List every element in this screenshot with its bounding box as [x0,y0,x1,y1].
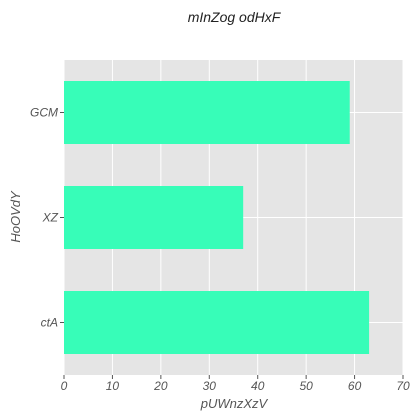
x-tick-label: 30 [203,379,217,393]
bar-gcm [64,81,350,144]
y-axis-ticks: GCM XZ ctA [30,106,64,330]
y-tick-label: GCM [30,106,58,120]
y-axis-label: HoOVdY [8,190,23,243]
x-tick-label: 10 [106,379,120,393]
bar-cta [64,291,370,354]
x-tick-label: 60 [348,379,362,393]
bar-xz [64,186,244,249]
y-tick-label: ctA [41,316,58,330]
x-axis-ticks: 0 10 20 30 40 50 60 70 [61,375,410,393]
x-tick-label: 20 [153,379,168,393]
x-axis-label: pUWnzXzV [200,396,269,411]
x-tick-label: 50 [299,379,313,393]
x-tick-label: 70 [396,379,410,393]
x-tick-label: 40 [251,379,265,393]
bars [64,81,370,354]
chart-title: mInZog odHxF [188,9,282,25]
y-tick-label: XZ [42,211,59,225]
x-tick-label: 0 [61,379,68,393]
